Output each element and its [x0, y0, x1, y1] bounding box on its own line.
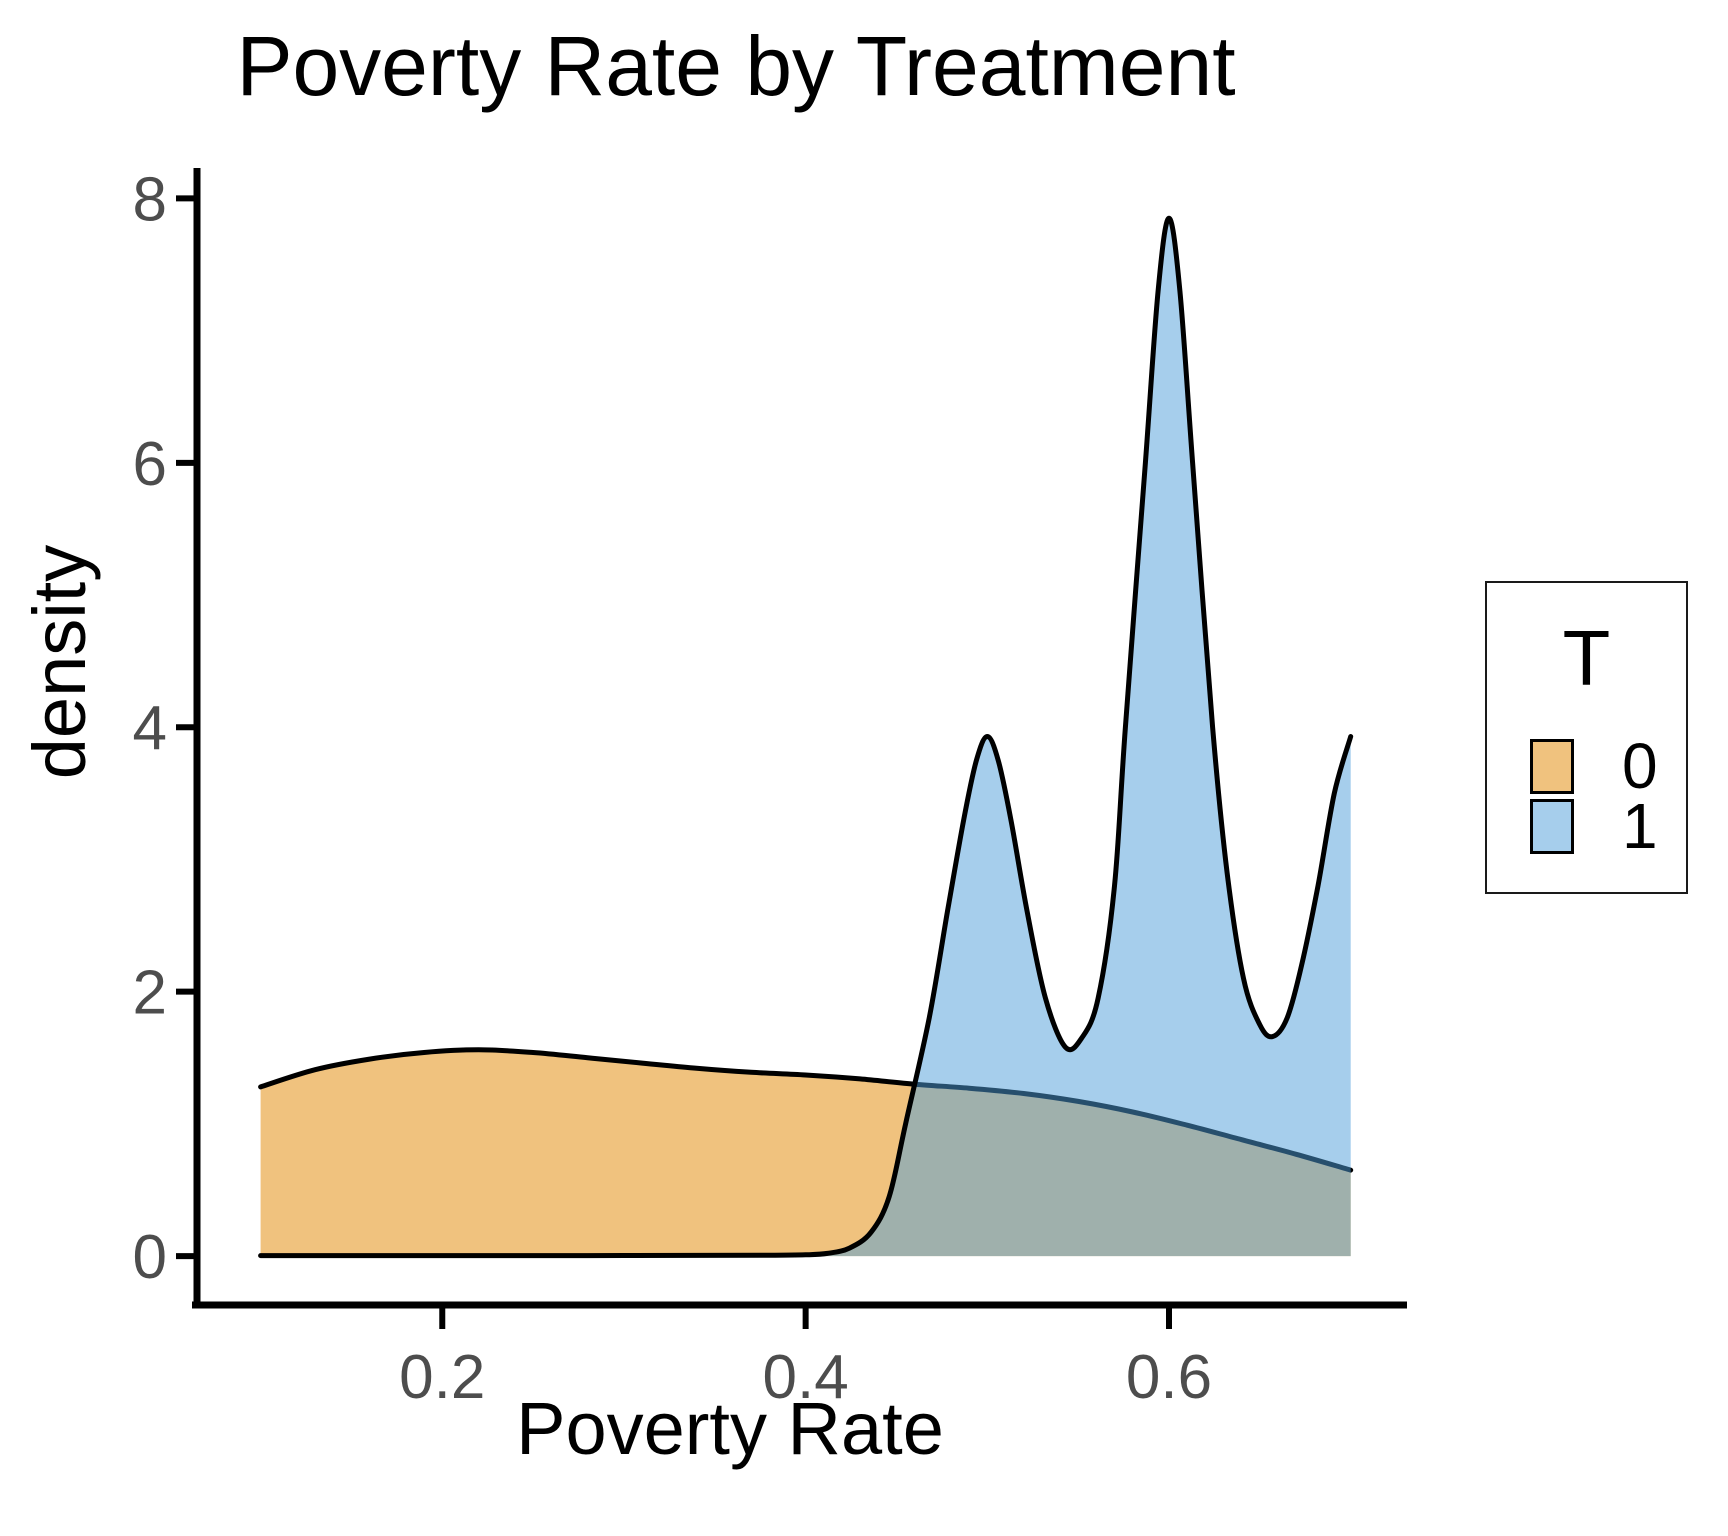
y-axis-title: density: [18, 544, 101, 780]
y-tick-label: 8: [133, 165, 167, 234]
y-tick-label: 4: [133, 694, 167, 763]
chart-title: Poverty Rate by Treatment: [236, 19, 1236, 113]
x-axis-title: Poverty Rate: [516, 1387, 944, 1470]
density-outline-T1: [258, 215, 1354, 1259]
x-tick-label: 0.2: [399, 1343, 485, 1412]
legend-label: 1: [1622, 790, 1658, 862]
legend-label: 0: [1622, 730, 1658, 802]
legend-title: T: [1562, 614, 1611, 702]
y-tick-label: 6: [133, 430, 167, 499]
y-tick-label: 0: [133, 1223, 167, 1292]
x-tick-label: 0.6: [1126, 1343, 1212, 1412]
density-area-T1: [260, 218, 1351, 1257]
y-tick-label: 2: [133, 959, 167, 1028]
legend-swatch-1: [1530, 799, 1574, 854]
x-tick-label: 0.4: [763, 1343, 849, 1412]
legend-swatch-0: [1530, 739, 1574, 794]
